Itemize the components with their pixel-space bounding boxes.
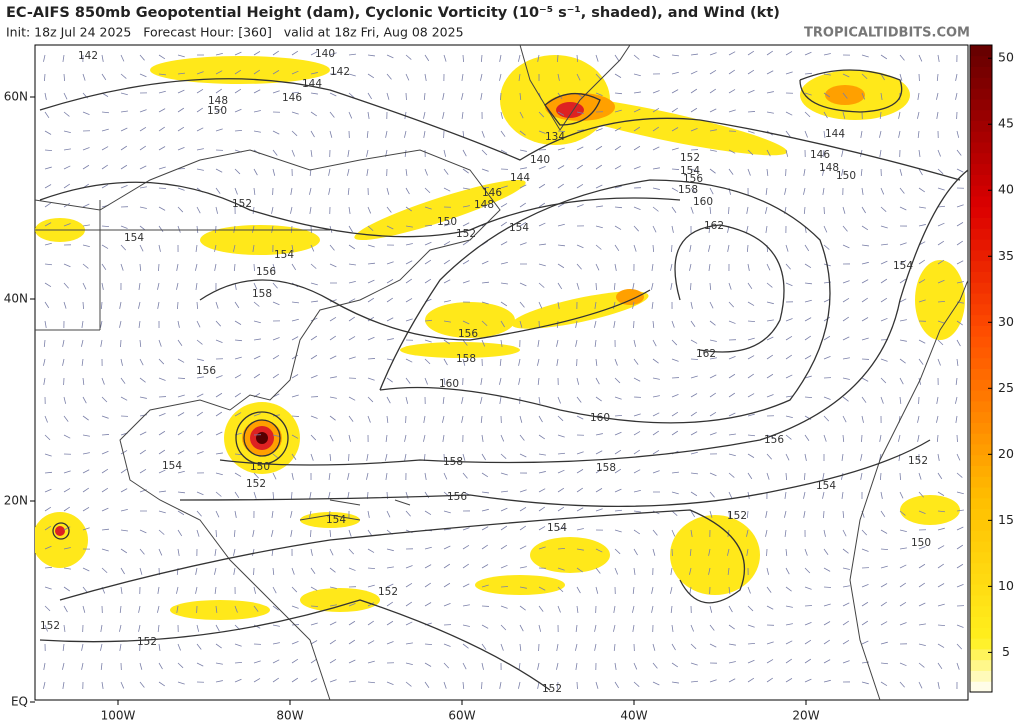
wind-barbs [43, 50, 965, 690]
contour-label: 134 [545, 131, 565, 143]
contour-label: 144 [510, 172, 530, 184]
map: 1401421421441461481501341401441461481501… [34, 44, 969, 701]
lon-label: 100W [101, 709, 136, 723]
contour-label: 160 [439, 378, 459, 390]
contour-label: 154 [816, 480, 836, 492]
contour-label: 162 [696, 348, 716, 360]
lon-label: 20W [792, 709, 819, 723]
contour-label: 152 [40, 620, 60, 632]
contour-label: 142 [78, 50, 98, 62]
contour-label: 152 [137, 636, 157, 648]
contour-label: 158 [252, 288, 272, 300]
contour-labels: 1401421421441461481501341401441461481501… [40, 48, 931, 695]
contour-label: 158 [456, 353, 476, 365]
contour-label: 158 [678, 184, 698, 196]
contour-label: 146 [482, 187, 502, 199]
contour-label: 154 [680, 165, 700, 177]
contour-label: 154 [509, 222, 529, 234]
contour-label: 156 [683, 173, 703, 185]
contour-label: 146 [282, 92, 302, 104]
contour-label: 152 [727, 510, 747, 522]
site: TROPICALTIDBITS.COM [804, 26, 970, 41]
lat-label: 40N [4, 292, 28, 306]
colorbar-label: 25 [998, 380, 1014, 395]
contour-label: 152 [456, 228, 476, 240]
contour-label: 140 [315, 48, 335, 60]
lat-label: 60N [4, 90, 28, 104]
contour-label: 154 [162, 460, 182, 472]
axes: 60N 40N 20N EQ 100W 80W 60W 40W 20W [4, 90, 820, 723]
contour-label: 144 [302, 78, 322, 90]
contour-label: 162 [704, 220, 724, 232]
contour-label: 150 [836, 170, 856, 182]
contour-label: 150 [911, 537, 931, 549]
contour-label: 152 [378, 586, 398, 598]
map-frame [34, 44, 969, 701]
contour-label: 154 [893, 260, 913, 272]
contour-label: 150 [250, 461, 270, 473]
contour-label: 160 [693, 196, 713, 208]
lon-label: 40W [620, 709, 647, 723]
contour-label: 158 [596, 462, 616, 474]
contour-label: 144 [825, 128, 845, 140]
contour-label: 156 [256, 266, 276, 278]
contour-label: 154 [124, 232, 144, 244]
title: EC-AIFS 850mb Geopotential Height (dam),… [6, 5, 780, 21]
contour-label: 160 [590, 412, 610, 424]
subtitle: Init: 18z Jul 24 2025 Forecast Hour: [36… [6, 25, 464, 40]
contour-label: 148 [474, 199, 494, 211]
colorbar: 5 10 15 20 25 30 35 40 45 50 [969, 44, 1014, 693]
contour-label: 150 [207, 105, 227, 117]
contour-label: 156 [764, 434, 784, 446]
contour-label: 152 [680, 152, 700, 164]
contour-label: 154 [547, 522, 567, 534]
lon-label: 60W [448, 709, 475, 723]
colorbar-label: 50 [998, 50, 1014, 65]
contour-label: 146 [810, 149, 830, 161]
contour-label: 152 [246, 478, 266, 490]
contour-label: 156 [447, 491, 467, 503]
contour-label: 154 [274, 249, 294, 261]
contour-label: 148 [208, 95, 228, 107]
contour-label: 142 [330, 66, 350, 78]
contour-label: 140 [530, 154, 550, 166]
contour-label: 148 [819, 162, 839, 174]
contour-label: 152 [542, 683, 562, 695]
height-contours [39, 69, 968, 691]
lat-label: 20N [4, 494, 28, 508]
contour-label: 150 [437, 216, 457, 228]
colorbar-label: 10 [998, 578, 1014, 593]
contour-label: 152 [232, 198, 252, 210]
colorbar-frame [969, 44, 993, 693]
colorbar-label: 35 [998, 248, 1014, 263]
colorbar-label: 15 [998, 512, 1014, 527]
colorbar-label: 30 [998, 314, 1014, 329]
colorbar-label: 20 [998, 446, 1014, 461]
contour-label: 158 [443, 456, 463, 468]
colorbar-label: 5 [1002, 644, 1010, 659]
contour-label: 152 [908, 455, 928, 467]
contour-label: 156 [458, 328, 478, 340]
colorbar-label: 45 [998, 116, 1014, 131]
lat-label: EQ [11, 695, 28, 709]
coastlines [35, 45, 968, 700]
contour-label: 156 [196, 365, 216, 377]
lon-label: 80W [276, 709, 303, 723]
contour-label: 154 [326, 514, 346, 526]
colorbar-label: 40 [998, 182, 1014, 197]
